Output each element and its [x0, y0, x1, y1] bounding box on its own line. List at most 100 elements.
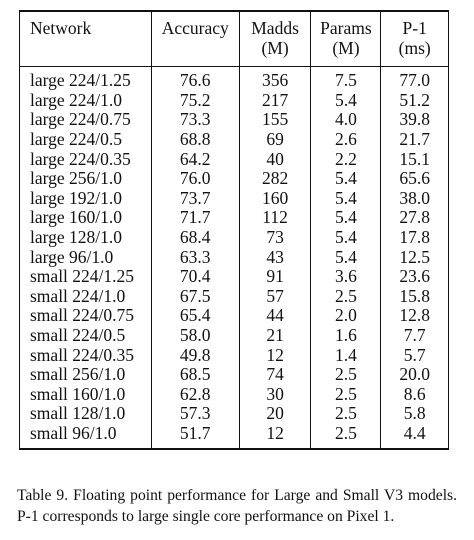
cell-p1: 12.5	[380, 247, 449, 268]
cell-network: large 128/1.0	[30, 226, 123, 247]
table-row: small 224/1.0 67.5 57 2.5 15.8	[20, 285, 449, 307]
cell-madds: 57	[238, 286, 311, 307]
cell-p1: 5.7	[380, 345, 449, 366]
cell-p1: 4.4	[380, 423, 449, 450]
header-params: Params (M)	[310, 11, 381, 67]
header-accuracy: Accuracy	[150, 11, 240, 67]
cell-accuracy: 71.7	[150, 208, 240, 228]
cell-madds: 69	[238, 129, 311, 150]
table-row: large 128/1.0 68.4 73 5.4 17.8	[20, 226, 449, 248]
cell-madds: 40	[238, 149, 311, 170]
cell-madds: 160	[238, 188, 311, 209]
cell-p1: 23.6	[380, 267, 449, 287]
cell-network: large 224/1.25	[30, 70, 131, 91]
cell-network: large 192/1.0	[30, 187, 123, 208]
results-table: Network Accuracy Madds (M) Params (M) P-…	[19, 10, 449, 451]
cell-p1: 5.8	[380, 404, 449, 424]
cell-accuracy: 63.3	[150, 247, 240, 268]
cell-params: 2.0	[310, 306, 381, 326]
cell-network: large 256/1.0	[30, 168, 123, 189]
cell-madds: 44	[238, 306, 311, 326]
cell-madds: 282	[238, 169, 311, 189]
cell-madds: 20	[238, 404, 311, 424]
cell-accuracy: 75.2	[150, 90, 240, 111]
cell-params: 5.4	[310, 208, 381, 228]
cell-accuracy: 76.0	[150, 169, 240, 189]
cell-params: 1.4	[310, 345, 381, 366]
table-row: small 224/0.75 65.4 44 2.0 12.8	[20, 306, 449, 326]
cell-params: 5.4	[310, 227, 381, 248]
cell-accuracy: 57.3	[150, 404, 240, 424]
cell-madds: 91	[238, 267, 311, 287]
cell-accuracy: 65.4	[150, 306, 240, 326]
cell-network: small 224/0.75	[30, 305, 135, 326]
cell-accuracy: 70.4	[150, 267, 240, 287]
results-table-container: Network Accuracy Madds (M) Params (M) P-…	[19, 10, 449, 451]
cell-accuracy: 64.2	[150, 149, 240, 170]
cell-madds: 73	[238, 227, 311, 248]
cell-p1: 15.8	[380, 286, 449, 307]
cell-p1: 77.0	[380, 66, 449, 91]
cell-madds: 12	[238, 345, 311, 366]
cell-madds: 12	[238, 423, 311, 450]
cell-madds: 155	[238, 110, 311, 130]
cell-network: large 224/0.5	[30, 128, 123, 149]
table-row: large 160/1.0 71.7 112 5.4 27.8	[20, 208, 449, 228]
cell-params: 7.5	[310, 66, 381, 91]
cell-p1: 39.8	[380, 110, 449, 130]
cell-accuracy: 73.3	[150, 110, 240, 130]
cell-p1: 20.0	[380, 364, 449, 385]
table-row: small 160/1.0 62.8 30 2.5 8.6	[20, 383, 449, 405]
cell-params: 2.5	[310, 384, 381, 405]
cell-params: 5.4	[310, 188, 381, 209]
cell-network: small 224/1.25	[30, 266, 135, 287]
cell-p1: 12.8	[380, 306, 449, 326]
table-row: small 96/1.0 51.7 12 2.5 4.4	[20, 422, 449, 450]
cell-accuracy: 73.7	[150, 188, 240, 209]
header-p1: P-1 (ms)	[380, 11, 449, 67]
header-network: Network	[30, 18, 92, 38]
cell-network: small 160/1.0	[30, 383, 126, 404]
table-header-row: Network Accuracy Madds (M) Params (M) P-…	[19, 11, 449, 67]
table-row: small 224/0.5 58.0 21 1.6 7.7	[20, 324, 449, 346]
cell-params: 5.4	[310, 90, 381, 111]
cell-params: 4.0	[310, 110, 381, 130]
cell-accuracy: 62.8	[150, 384, 240, 405]
table-row: small 256/1.0 68.5 74 2.5 20.0	[20, 364, 449, 385]
cell-params: 2.5	[310, 423, 381, 450]
cell-accuracy: 68.4	[150, 227, 240, 248]
table-row: small 224/1.25 70.4 91 3.6 23.6	[20, 267, 449, 287]
cell-network: small 256/1.0	[30, 364, 126, 385]
table-row: large 224/0.5 68.8 69 2.6 21.7	[20, 128, 449, 150]
cell-params: 1.6	[310, 325, 381, 346]
cell-madds: 217	[238, 90, 311, 111]
cell-network: large 96/1.0	[30, 246, 114, 267]
cell-network: large 224/0.35	[30, 148, 131, 169]
cell-madds: 43	[238, 247, 311, 268]
cell-network: small 224/0.5	[30, 324, 126, 345]
cell-network: small 224/0.35	[30, 344, 135, 365]
cell-params: 2.5	[310, 404, 381, 424]
cell-network: small 224/1.0	[30, 285, 126, 306]
cell-params: 5.4	[310, 247, 381, 268]
cell-params: 2.2	[310, 149, 381, 170]
cell-p1: 65.6	[380, 169, 449, 189]
cell-madds: 30	[238, 384, 311, 405]
table-row: small 224/0.35 49.8 12 1.4 5.7	[20, 344, 449, 366]
cell-params: 2.5	[310, 364, 381, 385]
cell-network: small 96/1.0	[30, 422, 117, 443]
cell-accuracy: 68.8	[150, 129, 240, 150]
cell-network: large 224/0.75	[30, 109, 131, 130]
cell-madds: 356	[238, 66, 311, 91]
table-row: large 224/0.35 64.2 40 2.2 15.1	[20, 148, 449, 170]
cell-network: small 128/1.0	[30, 403, 126, 424]
cell-accuracy: 67.5	[150, 286, 240, 307]
cell-p1: 27.8	[380, 208, 449, 228]
cell-p1: 7.7	[380, 325, 449, 346]
table-row: large 224/1.0 75.2 217 5.4 51.2	[20, 90, 449, 111]
cell-accuracy: 76.6	[150, 66, 240, 91]
table-row: large 192/1.0 73.7 160 5.4 38.0	[20, 187, 449, 209]
cell-p1: 38.0	[380, 188, 449, 209]
cell-madds: 21	[238, 325, 311, 346]
cell-params: 2.5	[310, 286, 381, 307]
